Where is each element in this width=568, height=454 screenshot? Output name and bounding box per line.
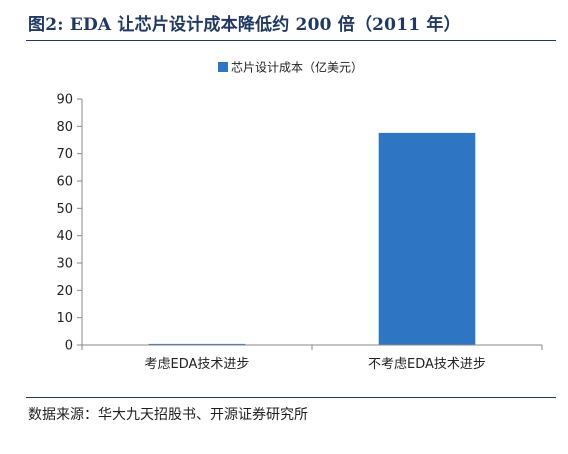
y-tick-label: 60 [56,175,73,190]
y-tick-label: 90 [56,93,73,108]
y-axis: 0 10 20 30 40 50 60 70 80 90 [56,93,83,354]
title-rule [26,40,556,41]
y-tick-label: 80 [56,120,73,135]
source-note: 数据来源：华大九天招股书、开源证券研究所 [28,407,308,423]
chart-legend: 芯片设计成本（亿美元） [218,60,363,75]
figure-title: 图2: EDA 让芯片设计成本降低约 200 倍（2011 年） [28,15,461,35]
y-tick-label: 30 [56,257,73,272]
y-tick-label: 0 [65,339,73,354]
x-axis: 考虑EDA技术进步 不考虑EDA技术进步 [81,344,543,372]
bar-chart: 芯片设计成本（亿美元） 0 10 20 30 40 50 60 70 80 90 考虑EDA技术进… [56,60,543,372]
y-tick-label: 40 [56,229,73,244]
x-tick-label: 不考虑EDA技术进步 [368,357,486,372]
y-tick-label: 50 [56,202,73,217]
y-tick-label: 20 [56,284,73,299]
y-tick-label: 10 [56,311,73,326]
bars [148,132,476,345]
legend-swatch [218,62,228,72]
bar [378,132,476,345]
legend-label: 芯片设计成本（亿美元） [231,60,363,75]
bar [148,343,246,345]
x-tick-label: 考虑EDA技术进步 [145,357,250,372]
y-tick-label: 70 [56,147,73,162]
source-rule [26,397,556,398]
